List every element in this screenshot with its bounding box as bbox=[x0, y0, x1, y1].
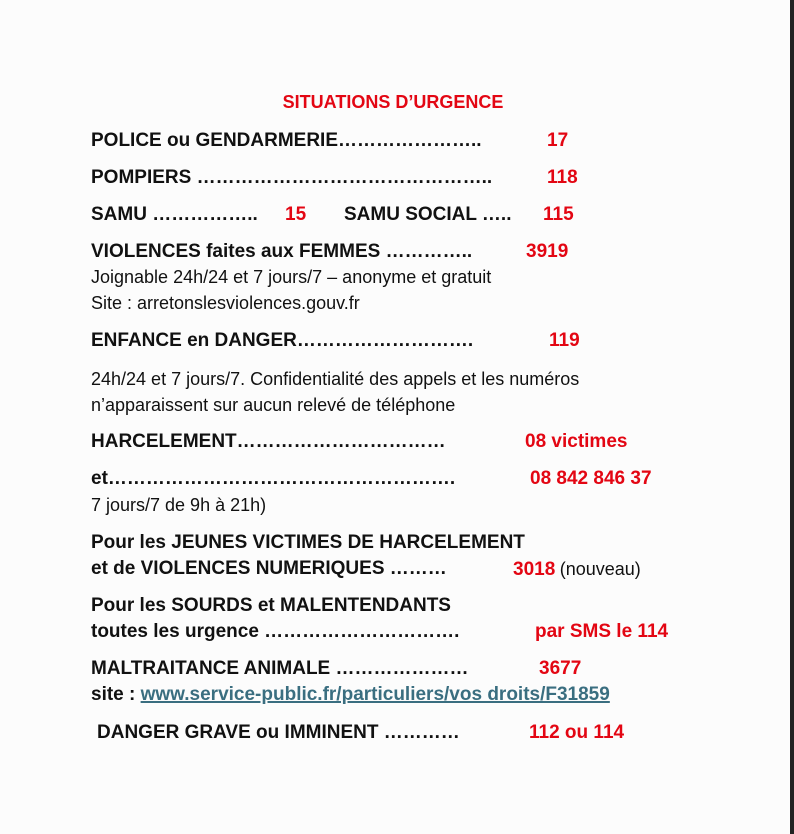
page-title: SITUATIONS D’URGENCE bbox=[282, 92, 504, 112]
service-public-link[interactable]: www.service-public.fr/particuliers/vos d… bbox=[140, 684, 610, 705]
harcelement-hours: 7 jours/7 de 9h à 21h) bbox=[91, 495, 267, 515]
pompiers-number: 118 bbox=[547, 167, 578, 188]
danger-label: DANGER GRAVE ou IMMINENT ………… bbox=[97, 722, 460, 743]
enfance-number: 119 bbox=[549, 330, 580, 351]
harcelement-number: 08 victimes bbox=[525, 431, 628, 452]
window-edge bbox=[790, 0, 794, 834]
sourds-number: par SMS le 114 bbox=[535, 621, 669, 642]
jeunes-suffix: (nouveau) bbox=[559, 559, 641, 579]
violences-note: Joignable 24h/24 et 7 jours/7 – anonyme … bbox=[91, 267, 492, 287]
harcelement-et-label: et………………………………………………. bbox=[91, 468, 456, 489]
harcelement-label: HARCELEMENT…………………………… bbox=[91, 431, 446, 452]
animale-label: MALTRAITANCE ANIMALE ………………… bbox=[91, 658, 469, 679]
danger-number: 112 ou 114 bbox=[529, 722, 625, 743]
violences-site: Site : arretonslesviolences.gouv.fr bbox=[91, 293, 360, 313]
enfance-note-2: n’apparaissent sur aucun relevé de télép… bbox=[91, 395, 456, 415]
samu-label: SAMU …………….. bbox=[91, 204, 258, 225]
jeunes-line-1: Pour les JEUNES VICTIMES DE HARCELEMENT bbox=[91, 532, 525, 553]
harcelement-et-number: 08 842 846 37 bbox=[530, 468, 652, 489]
violences-label: VIOLENCES faites aux FEMMES ………….. bbox=[91, 241, 473, 262]
police-label: POLICE ou GENDARMERIE………………….. bbox=[91, 130, 482, 151]
jeunes-line-2: et de VIOLENCES NUMERIQUES ……… bbox=[91, 558, 447, 579]
samu-social-label: SAMU SOCIAL ….. bbox=[344, 204, 512, 225]
samu-number: 15 bbox=[285, 204, 307, 225]
pompiers-label: POMPIERS ……………………………………….. bbox=[91, 167, 493, 188]
violences-number: 3919 bbox=[526, 241, 569, 262]
enfance-label: ENFANCE en DANGER………………………. bbox=[91, 330, 474, 351]
animale-number: 3677 bbox=[539, 658, 582, 679]
jeunes-number: 3018 bbox=[513, 559, 556, 580]
animale-site-label: site : bbox=[91, 684, 141, 705]
sourds-line-1: Pour les SOURDS et MALENTENDANTS bbox=[91, 595, 451, 616]
sourds-line-2: toutes les urgence …………………………. bbox=[91, 621, 460, 642]
enfance-note-1: 24h/24 et 7 jours/7. Confidentialité des… bbox=[91, 369, 580, 389]
samu-social-number: 115 bbox=[543, 204, 574, 225]
police-number: 17 bbox=[547, 130, 569, 151]
